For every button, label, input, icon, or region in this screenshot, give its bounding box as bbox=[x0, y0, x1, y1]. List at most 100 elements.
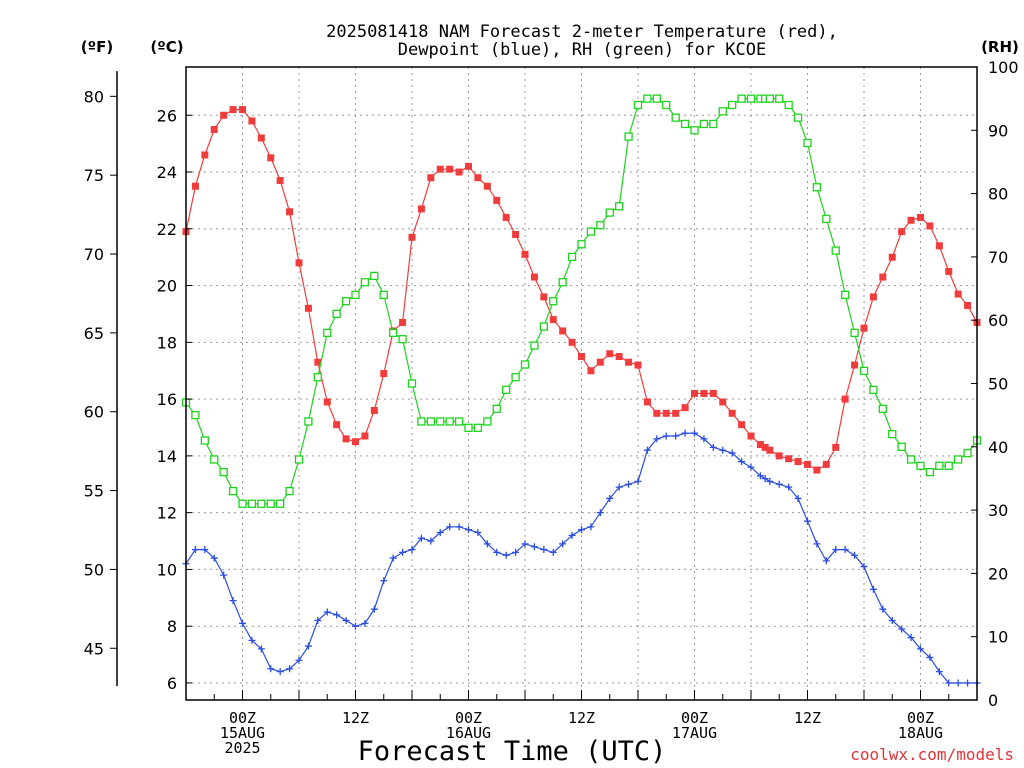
data-point bbox=[719, 398, 727, 406]
data-point bbox=[869, 293, 877, 301]
data-point bbox=[323, 398, 331, 406]
rh-tick-label: 0 bbox=[988, 691, 998, 710]
data-point bbox=[399, 548, 407, 556]
data-point bbox=[417, 417, 426, 426]
data-point bbox=[539, 322, 548, 331]
data-point bbox=[831, 246, 840, 255]
data-point bbox=[596, 509, 604, 517]
data-point bbox=[822, 460, 830, 468]
rh-tick-label: 50 bbox=[988, 375, 1008, 394]
rh-tick-label: 40 bbox=[988, 438, 1008, 457]
data-point bbox=[228, 486, 238, 496]
celsius-tick-label: 6 bbox=[167, 674, 177, 693]
data-point bbox=[691, 389, 698, 397]
data-point bbox=[784, 100, 793, 110]
data-point bbox=[596, 221, 605, 230]
data-point bbox=[907, 216, 915, 224]
data-point bbox=[341, 297, 351, 306]
data-point bbox=[935, 461, 944, 470]
data-point bbox=[295, 259, 303, 267]
celsius-tick-label: 20 bbox=[157, 277, 177, 296]
data-point bbox=[766, 446, 774, 454]
data-point bbox=[379, 290, 388, 300]
data-point bbox=[662, 409, 670, 417]
data-point bbox=[239, 619, 246, 627]
data-point bbox=[747, 432, 755, 440]
data-point bbox=[267, 665, 275, 673]
data-point bbox=[285, 486, 294, 496]
data-point bbox=[370, 605, 378, 613]
data-point bbox=[454, 417, 464, 426]
data-point bbox=[191, 546, 199, 554]
chart-title-line-2: Dewpoint (blue), RH (green) for KCOE bbox=[398, 40, 766, 60]
data-point bbox=[276, 177, 284, 185]
data-point bbox=[577, 240, 586, 249]
data-point bbox=[483, 540, 491, 548]
celsius-tick-label: 22 bbox=[157, 220, 177, 239]
data-point bbox=[465, 526, 472, 534]
data-point bbox=[775, 94, 784, 103]
data-point bbox=[521, 250, 529, 258]
data-point bbox=[568, 531, 576, 539]
data-point bbox=[200, 436, 209, 445]
data-point bbox=[586, 227, 596, 236]
data-point bbox=[963, 448, 972, 458]
data-point bbox=[869, 385, 878, 394]
data-point bbox=[530, 543, 538, 551]
data-point bbox=[785, 483, 793, 491]
data-point bbox=[520, 360, 530, 369]
data-point bbox=[399, 318, 407, 326]
x-tick-label: 00Z bbox=[455, 709, 482, 727]
data-point bbox=[427, 537, 435, 545]
data-point bbox=[860, 563, 868, 571]
data-point bbox=[935, 668, 943, 676]
data-point bbox=[775, 480, 783, 488]
data-point bbox=[333, 611, 341, 619]
rh-tick-label: 60 bbox=[988, 311, 1008, 330]
data-point bbox=[634, 361, 642, 369]
data-point bbox=[615, 483, 623, 491]
data-point bbox=[812, 183, 822, 192]
data-point bbox=[653, 409, 661, 417]
rh-tick-label: 80 bbox=[988, 185, 1008, 204]
series-line bbox=[185, 97, 978, 505]
data-point bbox=[220, 571, 228, 579]
x-tick-label: 15AUG bbox=[220, 724, 265, 742]
data-point bbox=[436, 529, 444, 537]
data-point bbox=[888, 617, 896, 625]
data-point bbox=[794, 458, 802, 466]
data-point bbox=[606, 494, 614, 502]
data-point bbox=[559, 327, 567, 335]
data-point bbox=[662, 432, 670, 440]
data-point bbox=[653, 435, 661, 443]
data-point bbox=[888, 429, 897, 439]
data-point bbox=[380, 370, 388, 378]
data-point bbox=[643, 94, 652, 103]
rh-tick-label: 100 bbox=[988, 58, 1019, 77]
data-point bbox=[417, 534, 425, 542]
source-credit: coolwx.com/models bbox=[850, 745, 1014, 764]
data-point bbox=[804, 517, 811, 525]
data-point bbox=[219, 467, 228, 477]
fahrenheit-tick-label: 75 bbox=[84, 166, 104, 185]
data-point bbox=[681, 404, 689, 412]
data-point bbox=[804, 460, 811, 468]
data-point bbox=[671, 113, 680, 122]
data-point bbox=[643, 446, 651, 454]
data-point bbox=[210, 455, 219, 464]
data-point bbox=[775, 452, 783, 460]
data-point bbox=[351, 290, 360, 300]
data-point bbox=[917, 645, 924, 653]
data-point bbox=[473, 423, 483, 432]
data-point bbox=[342, 617, 350, 625]
chart-title-line-1: 2025081418 NAM Forecast 2-meter Temperat… bbox=[326, 22, 838, 42]
celsius-unit-label: (ºC) bbox=[150, 38, 183, 56]
data-point bbox=[606, 350, 614, 358]
data-point bbox=[898, 228, 906, 236]
fahrenheit-tick-label: 50 bbox=[84, 560, 104, 579]
data-point bbox=[945, 679, 953, 687]
data-point bbox=[248, 636, 256, 644]
axes: 6 8 10 12 14 16 18 20 22 24 26 45 50 55 60 65 70 75 80 0 10 2… bbox=[84, 58, 1019, 757]
data-point bbox=[333, 421, 341, 429]
data-point bbox=[709, 389, 717, 397]
